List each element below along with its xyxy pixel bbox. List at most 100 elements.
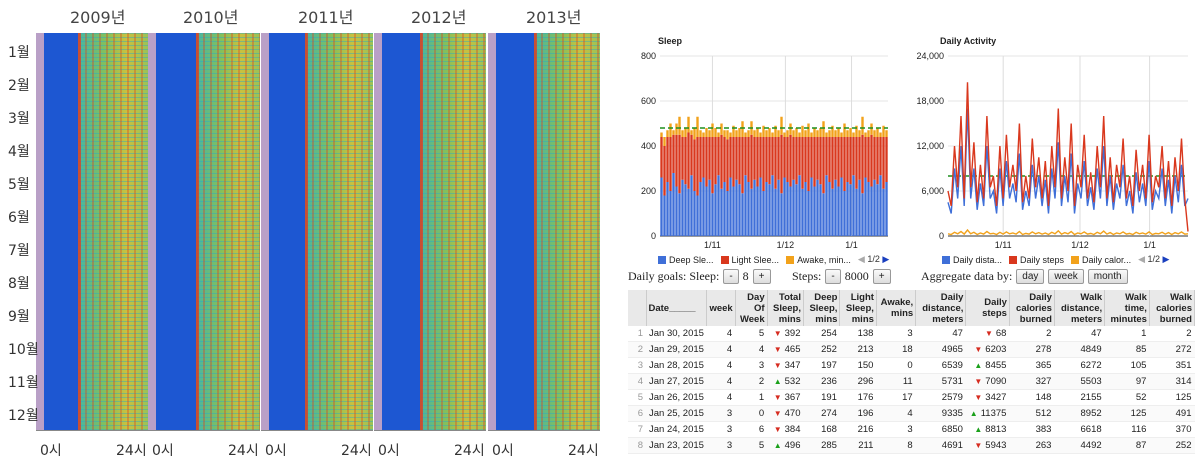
awake-bar[interactable] xyxy=(771,132,774,138)
table-row[interactable]: 7 Jan 24, 2015 3 6 ▼ 384 168 216 3 6850 ▲ 8813 383 66… xyxy=(628,421,1195,438)
light-sleep-bar[interactable] xyxy=(705,137,708,187)
light-sleep-bar[interactable] xyxy=(825,137,828,176)
deep-sleep-bar[interactable] xyxy=(756,186,759,237)
awake-bar[interactable] xyxy=(735,130,738,137)
prev-page-icon[interactable]: ◀ xyxy=(857,254,865,264)
awake-bar[interactable] xyxy=(834,130,837,137)
table-row[interactable]: 6 Jan 25, 2015 3 0 ▼ 470 274 196 4 9335 ▲ 11375 512 8… xyxy=(628,405,1195,422)
deep-sleep-bar[interactable] xyxy=(768,184,771,236)
light-sleep-bar[interactable] xyxy=(759,137,762,178)
light-sleep-bar[interactable] xyxy=(786,137,789,182)
light-sleep-bar[interactable] xyxy=(783,137,786,178)
light-sleep-bar[interactable] xyxy=(855,137,858,189)
awake-bar[interactable] xyxy=(702,132,705,138)
light-sleep-bar[interactable] xyxy=(846,137,849,182)
column-header[interactable]: Deep Sleep, mins xyxy=(803,290,841,326)
deep-sleep-bar[interactable] xyxy=(678,193,681,236)
deep-sleep-bar[interactable] xyxy=(837,186,840,237)
column-header[interactable]: Day Of Week xyxy=(735,290,768,326)
legend-pager-2[interactable]: ◀ 1/2 ▶ xyxy=(1138,254,1170,264)
light-sleep-bar[interactable] xyxy=(711,137,714,194)
deep-sleep-bar[interactable] xyxy=(702,177,705,237)
light-sleep-bar[interactable] xyxy=(693,139,696,191)
table-row[interactable]: 4 Jan 27, 2015 4 2 ▲ 532 236 296 11 5731 ▼ 7090 327 5… xyxy=(628,373,1195,390)
light-sleep-bar[interactable] xyxy=(672,134,675,173)
light-sleep-bar[interactable] xyxy=(843,137,846,191)
deep-sleep-bar[interactable] xyxy=(813,186,816,237)
awake-bar[interactable] xyxy=(738,128,741,137)
light-sleep-bar[interactable] xyxy=(885,137,888,182)
deep-sleep-bar[interactable] xyxy=(711,193,714,236)
awake-bar[interactable] xyxy=(756,128,759,137)
deep-sleep-bar[interactable] xyxy=(705,186,708,237)
light-sleep-bar[interactable] xyxy=(807,137,810,191)
awake-bar[interactable] xyxy=(780,116,783,135)
awake-bar[interactable] xyxy=(693,128,696,140)
light-sleep-bar[interactable] xyxy=(675,134,678,187)
deep-sleep-bar[interactable] xyxy=(870,186,873,237)
awake-bar[interactable] xyxy=(792,130,795,137)
light-sleep-bar[interactable] xyxy=(858,137,861,180)
awake-bar[interactable] xyxy=(669,123,672,138)
awake-bar[interactable] xyxy=(717,132,720,138)
daily-distance-line[interactable] xyxy=(947,108,1189,214)
deep-sleep-bar[interactable] xyxy=(729,177,732,237)
awake-bar[interactable] xyxy=(864,132,867,138)
awake-bar[interactable] xyxy=(708,130,711,137)
deep-sleep-bar[interactable] xyxy=(699,182,702,236)
deep-sleep-bar[interactable] xyxy=(858,179,861,236)
awake-bar[interactable] xyxy=(732,125,735,137)
awake-bar[interactable] xyxy=(807,123,810,138)
light-sleep-bar[interactable] xyxy=(666,137,669,182)
deep-sleep-bar[interactable] xyxy=(825,175,828,236)
deep-sleep-bar[interactable] xyxy=(717,175,720,236)
light-sleep-bar[interactable] xyxy=(720,134,723,189)
deep-sleep-bar[interactable] xyxy=(750,188,753,236)
deep-sleep-bar[interactable] xyxy=(723,182,726,236)
awake-bar[interactable] xyxy=(774,125,777,137)
light-sleep-bar[interactable] xyxy=(876,137,879,185)
light-sleep-bar[interactable] xyxy=(834,137,837,180)
deep-sleep-bar[interactable] xyxy=(744,175,747,236)
light-sleep-bar[interactable] xyxy=(660,137,663,178)
deep-sleep-bar[interactable] xyxy=(783,177,786,237)
light-sleep-bar[interactable] xyxy=(864,137,867,178)
deep-sleep-bar[interactable] xyxy=(693,191,696,236)
light-sleep-bar[interactable] xyxy=(756,137,759,187)
awake-bar[interactable] xyxy=(873,130,876,137)
light-sleep-bar[interactable] xyxy=(708,137,711,180)
awake-bar[interactable] xyxy=(810,132,813,138)
awake-bar[interactable] xyxy=(819,128,822,137)
deep-sleep-bar[interactable] xyxy=(849,184,852,236)
deep-sleep-bar[interactable] xyxy=(846,182,849,236)
light-sleep-bar[interactable] xyxy=(753,137,756,180)
column-header[interactable]: Date_____ xyxy=(646,290,708,326)
awake-bar[interactable] xyxy=(855,125,858,137)
awake-bar[interactable] xyxy=(831,125,834,137)
light-sleep-bar[interactable] xyxy=(747,137,750,182)
aggregate-week-button[interactable]: week xyxy=(1048,269,1084,284)
awake-bar[interactable] xyxy=(783,132,786,138)
deep-sleep-bar[interactable] xyxy=(810,177,813,237)
light-sleep-bar[interactable] xyxy=(750,134,753,189)
deep-sleep-bar[interactable] xyxy=(684,184,687,236)
legend-awake[interactable]: Awake, min... xyxy=(786,255,851,265)
deep-sleep-bar[interactable] xyxy=(672,173,675,236)
light-sleep-bar[interactable] xyxy=(777,137,780,180)
awake-bar[interactable] xyxy=(843,123,846,138)
next-page-icon[interactable]: ▶ xyxy=(882,254,890,264)
legend-daily-steps[interactable]: Daily steps xyxy=(1009,255,1064,265)
deep-sleep-bar[interactable] xyxy=(774,188,777,236)
awake-bar[interactable] xyxy=(684,128,687,137)
awake-bar[interactable] xyxy=(672,130,675,135)
deep-sleep-bar[interactable] xyxy=(807,191,810,236)
deep-sleep-bar[interactable] xyxy=(786,182,789,236)
awake-bar[interactable] xyxy=(858,130,861,137)
light-sleep-bar[interactable] xyxy=(795,137,798,185)
light-sleep-bar[interactable] xyxy=(714,137,717,185)
light-sleep-bar[interactable] xyxy=(819,137,822,185)
deep-sleep-bar[interactable] xyxy=(771,175,774,236)
deep-sleep-bar[interactable] xyxy=(798,175,801,236)
awake-bar[interactable] xyxy=(666,130,669,137)
light-sleep-bar[interactable] xyxy=(789,134,792,187)
